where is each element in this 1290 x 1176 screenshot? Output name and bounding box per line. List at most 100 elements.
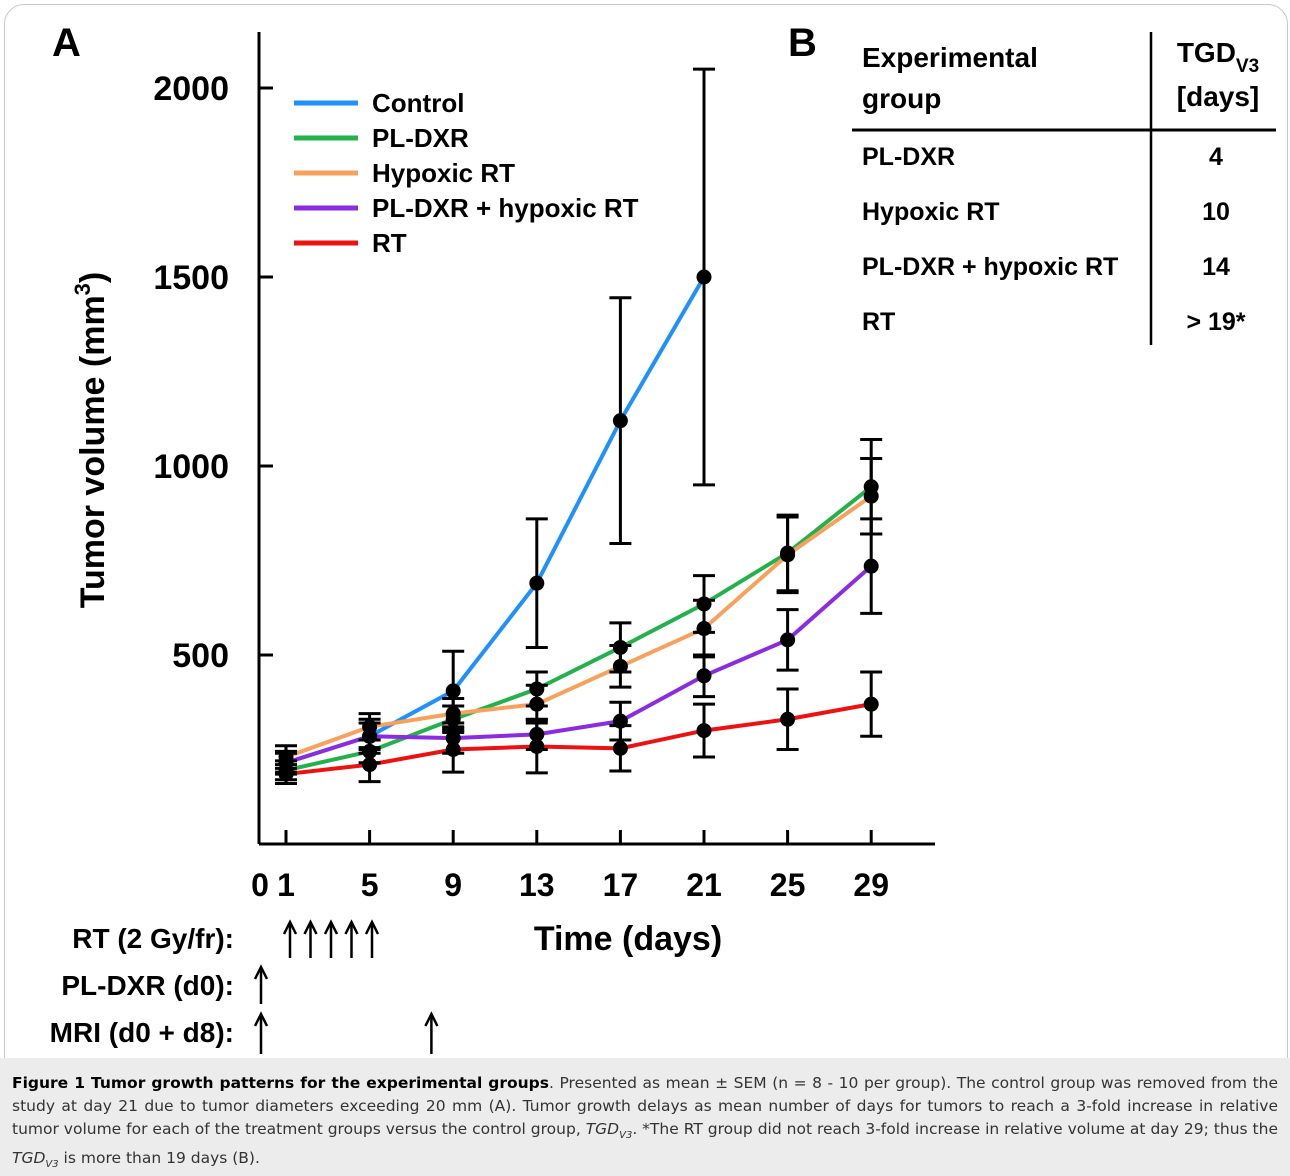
data-point-3-1 (362, 728, 378, 744)
x-axis-label: Time (days) (534, 920, 722, 958)
pldxr-schedule-label: PL-DXR (d0): (61, 970, 234, 1001)
table-rows: PL-DXR 4 Hypoxic RT 10 PL-DXR + hypoxic RT 14… (862, 143, 1246, 336)
x-tick-label-21: 21 (686, 867, 722, 903)
data-point-4-0 (278, 766, 294, 782)
legend-label-3: PL-DXR + hypoxic RT (372, 193, 639, 223)
y-ticks: 500 1000 1500 2000 (153, 70, 273, 675)
table-row-group-1: Hypoxic RT (862, 198, 1000, 226)
rt-arrow-day-4 (344, 919, 359, 958)
y-tick-label-2000: 2000 (153, 70, 229, 108)
data-point-2-4 (612, 658, 628, 674)
caption-body-1: . Presented as mean ± SEM (n = 8 - 10 pe… (12, 1074, 1279, 1138)
table-header-tgd: TGDV3 (1177, 37, 1259, 77)
figure-caption: Figure 1 Tumor growth patterns for the e… (0, 1058, 1290, 1176)
schedule-arrows (253, 919, 439, 1054)
mri-arrow-day-8 (424, 1011, 439, 1054)
table-row-group-3: RT (862, 308, 895, 336)
data-point-1-5 (696, 596, 712, 612)
legend-label-0: Control (372, 88, 464, 118)
pldxr-arrow-day-0 (253, 964, 269, 1004)
data-point-0-2 (445, 683, 461, 699)
series-line-4 (285, 702, 872, 777)
data-point-0-3 (529, 575, 545, 591)
x-tick-label-17: 17 (603, 867, 639, 903)
x-tick-label-29: 29 (853, 867, 889, 903)
data-points (278, 269, 879, 782)
legend: Control PL-DXR Hypoxic RT PL-DXR + hypoxic … (294, 88, 639, 258)
data-point-3-2 (445, 730, 461, 746)
table-row-days-0: 4 (1209, 143, 1223, 171)
x-tick-label-13: 13 (519, 867, 555, 903)
data-point-3-7 (863, 558, 879, 574)
series-line-3 (285, 564, 873, 765)
data-point-1-3 (529, 681, 545, 697)
data-point-0-4 (612, 413, 628, 429)
tgd-table: Experimental group TGDV3 [days] PL-DXR 4 H… (852, 32, 1276, 345)
data-point-4-4 (612, 740, 628, 756)
x-ticks: 0 1 5 9 13 17 21 25 29 (251, 830, 889, 903)
y-tick-label-500: 500 (172, 637, 229, 675)
series-lines (285, 275, 873, 777)
arrow-head (344, 919, 359, 935)
table-row-group-2: PL-DXR + hypoxic RT (862, 253, 1118, 281)
error-bars (275, 67, 883, 786)
data-point-4-7 (863, 696, 879, 712)
data-point-3-4 (612, 713, 628, 729)
y-tick-label-1500: 1500 (153, 259, 229, 297)
table-row-days-3: > 19* (1186, 308, 1245, 336)
series-line-2 (285, 494, 873, 759)
rt-arrow-day-2 (303, 919, 318, 958)
x-tick-label-25: 25 (770, 867, 806, 903)
arrow-head (424, 1011, 439, 1027)
mri-arrow-day-0 (253, 1011, 269, 1054)
y-tick-label-1000: 1000 (153, 448, 229, 486)
table-header-group-1: Experimental (862, 42, 1038, 73)
rt-arrow-day-3 (323, 919, 339, 958)
data-point-2-6 (780, 547, 796, 563)
series-line-1 (285, 485, 873, 773)
data-point-2-2 (445, 706, 461, 722)
arrow-head (253, 964, 269, 980)
data-point-2-3 (529, 696, 545, 712)
data-point-4-2 (445, 742, 461, 757)
mri-schedule-label: MRI (d0 + d8): (50, 1017, 234, 1048)
arrow-head (323, 919, 339, 935)
legend-label-1: PL-DXR (372, 123, 469, 153)
table-row-days-2: 14 (1202, 253, 1230, 281)
rt-schedule-label: RT (2 Gy/fr): (72, 923, 234, 954)
x-tick-label-1: 1 (277, 867, 295, 903)
x-tick-label-9: 9 (444, 867, 462, 903)
caption-tgd-1: TGDV3 (585, 1120, 633, 1142)
x-tick-label-0: 0 (251, 867, 269, 903)
data-point-2-7 (863, 488, 879, 504)
x-tick-label-5: 5 (361, 867, 379, 903)
table-row-days-1: 10 (1202, 198, 1230, 226)
table-header-group-2: group (862, 83, 941, 114)
data-point-4-5 (696, 723, 712, 739)
data-point-3-5 (696, 668, 712, 684)
caption-title: Figure 1 Tumor growth patterns for the e… (12, 1074, 550, 1092)
caption-body-3: is more than 19 days (B). (58, 1149, 260, 1168)
caption-body-2: . *The RT group did not reach 3-fold inc… (632, 1120, 1278, 1138)
rt-arrow-day-1 (282, 919, 298, 958)
arrow-head (364, 919, 380, 935)
table-header-days: [days] (1177, 81, 1259, 112)
arrow-head (253, 1011, 269, 1027)
panel-b-label: B (788, 21, 817, 65)
data-point-4-3 (529, 738, 545, 754)
arrow-head (303, 919, 318, 935)
y-axis-label: Tumor volume (mm3) (70, 272, 112, 609)
data-point-3-6 (780, 632, 796, 648)
legend-label-4: RT (372, 228, 407, 258)
data-point-4-6 (780, 711, 796, 727)
data-point-3-3 (529, 726, 545, 742)
caption-tgd-2: TGDV3 (12, 1149, 59, 1171)
data-point-1-4 (612, 639, 628, 655)
table-row-group-0: PL-DXR (862, 143, 955, 171)
panel-a-label: A (52, 21, 81, 65)
rt-arrow-day-5 (364, 919, 380, 958)
data-point-1-1 (362, 743, 378, 759)
data-point-3-0 (278, 755, 294, 771)
figure-svg: A B 500 1000 1500 2000 0 1 5 9 13 17 21 25 29 Tumor… (50, 21, 1276, 1054)
data-point-4-1 (362, 757, 378, 773)
